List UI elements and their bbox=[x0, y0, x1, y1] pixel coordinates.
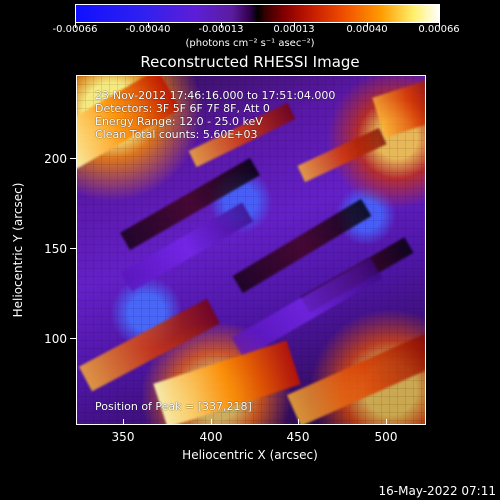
peak-position: Position of Peak = [337,218] bbox=[95, 400, 252, 413]
energy-range: Energy Range: 12.0 - 25.0 keV bbox=[95, 115, 263, 128]
y-tick-label: 100 bbox=[44, 332, 67, 346]
reconstructed-image: 23-Nov-2012 17:46:16.000 to 17:51:04.000… bbox=[76, 75, 426, 425]
colorbar-label: 0.00066 bbox=[418, 24, 460, 35]
colorbar-ticks bbox=[75, 23, 440, 28]
method-counts: Clean Total counts: 5.60E+03 bbox=[95, 128, 258, 141]
x-tick-label: 500 bbox=[374, 430, 398, 444]
y-tick bbox=[70, 158, 76, 159]
x-tick bbox=[123, 419, 124, 425]
x-tick-label: 450 bbox=[286, 430, 310, 444]
detectors-info: Detectors: 3F 5F 6F 7F 8F, Att 0 bbox=[95, 102, 270, 115]
colorbar-units: (photons cm⁻² s⁻¹ asec⁻²) bbox=[185, 38, 315, 49]
y-tick-label: 150 bbox=[44, 242, 67, 256]
generated-timestamp: 16-May-2022 07:11 bbox=[378, 484, 496, 498]
observation-time-range: 23-Nov-2012 17:46:16.000 to 17:51:04.000 bbox=[95, 89, 336, 102]
colorbar-label: 0.00013 bbox=[273, 24, 315, 35]
x-tick bbox=[386, 419, 387, 425]
x-tick bbox=[211, 419, 212, 425]
colorbar-label: 0.00040 bbox=[346, 24, 388, 35]
plot-title: Reconstructed RHESSI Image bbox=[140, 53, 360, 71]
x-axis-label: Heliocentric X (arcsec) bbox=[182, 448, 318, 462]
x-tick-label: 350 bbox=[111, 430, 135, 444]
colorbar-tick bbox=[148, 23, 149, 28]
y-axis-label: Heliocentric Y (arcsec) bbox=[11, 182, 25, 318]
colorbar-tick bbox=[439, 23, 440, 28]
colorbar-tick bbox=[367, 23, 368, 28]
colorbar bbox=[75, 4, 440, 23]
y-tick bbox=[70, 338, 76, 339]
colorbar-tick bbox=[221, 23, 222, 28]
colorbar-label: -0.00066 bbox=[52, 24, 98, 35]
colorbar-tick bbox=[294, 23, 295, 28]
colorbar-label: -0.00040 bbox=[125, 24, 171, 35]
x-tick bbox=[298, 419, 299, 425]
colorbar-tick bbox=[75, 23, 76, 28]
colorbar-label: -0.00013 bbox=[198, 24, 244, 35]
x-tick-label: 400 bbox=[199, 430, 223, 444]
y-tick-label: 200 bbox=[44, 152, 67, 166]
y-tick bbox=[70, 248, 76, 249]
colorbar-labels: -0.00066 -0.00040 -0.00013 0.00013 0.000… bbox=[0, 24, 500, 38]
